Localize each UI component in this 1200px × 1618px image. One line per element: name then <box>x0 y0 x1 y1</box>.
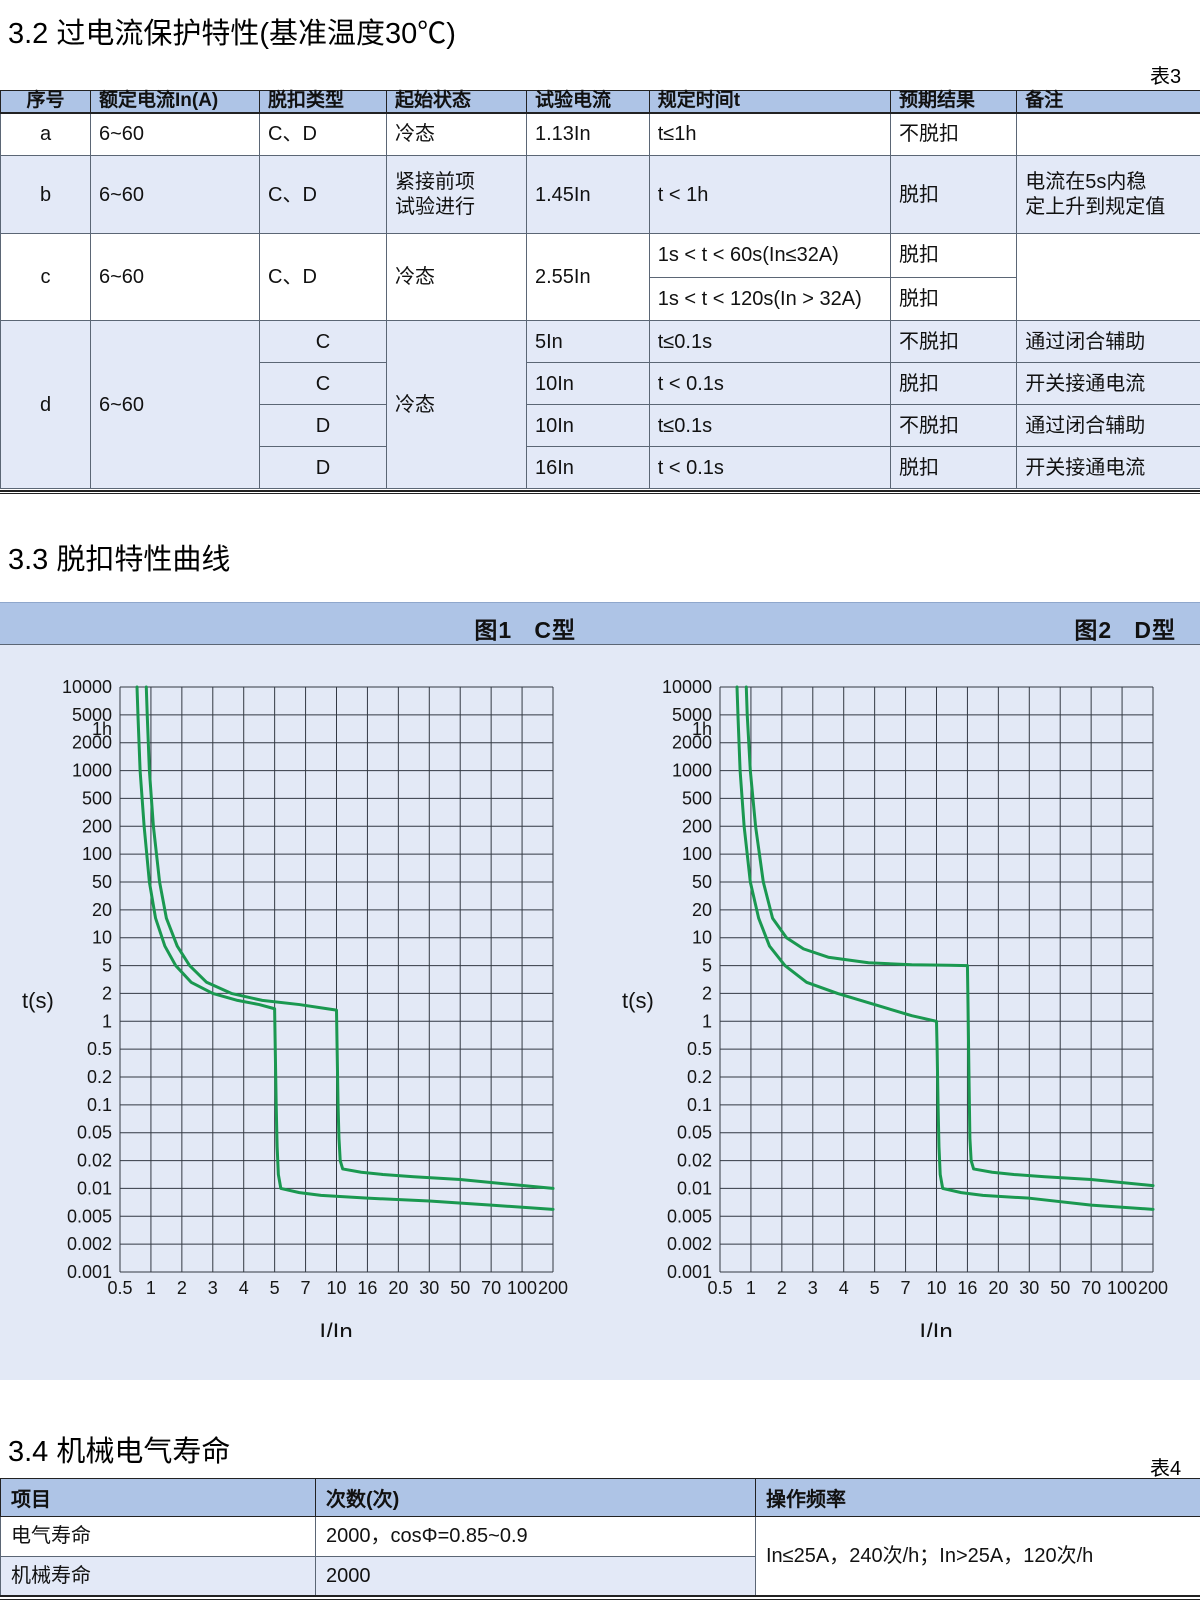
svg-text:10: 10 <box>326 1278 346 1298</box>
svg-text:I/In: I/In <box>919 1319 952 1337</box>
svg-text:1: 1 <box>102 1011 112 1031</box>
svg-text:50: 50 <box>92 872 112 892</box>
svg-text:1h: 1h <box>92 719 112 739</box>
svg-text:1: 1 <box>146 1278 156 1298</box>
svg-text:500: 500 <box>82 788 112 808</box>
svg-text:0.01: 0.01 <box>677 1178 712 1198</box>
svg-text:2: 2 <box>702 983 712 1003</box>
svg-text:10000: 10000 <box>62 677 112 697</box>
svg-text:10: 10 <box>692 928 712 948</box>
svg-text:200: 200 <box>538 1278 568 1298</box>
svg-text:70: 70 <box>481 1278 501 1298</box>
svg-text:5: 5 <box>102 956 112 976</box>
svg-text:50: 50 <box>450 1278 470 1298</box>
svg-text:0.001: 0.001 <box>67 1262 112 1282</box>
svg-text:0.5: 0.5 <box>707 1278 732 1298</box>
svg-text:0.001: 0.001 <box>667 1262 712 1282</box>
svg-text:16: 16 <box>957 1278 977 1298</box>
svg-text:7: 7 <box>901 1278 911 1298</box>
svg-text:1h: 1h <box>692 719 712 739</box>
svg-text:20: 20 <box>692 900 712 920</box>
svg-text:1: 1 <box>746 1278 756 1298</box>
svg-text:100: 100 <box>1107 1278 1137 1298</box>
svg-text:100: 100 <box>82 844 112 864</box>
svg-text:0.5: 0.5 <box>687 1039 712 1059</box>
svg-text:200: 200 <box>82 816 112 836</box>
svg-text:0.2: 0.2 <box>87 1067 112 1087</box>
svg-text:0.002: 0.002 <box>667 1234 712 1254</box>
svg-text:16: 16 <box>357 1278 377 1298</box>
svg-text:2: 2 <box>777 1278 787 1298</box>
svg-text:3: 3 <box>208 1278 218 1298</box>
svg-text:0.1: 0.1 <box>87 1095 112 1115</box>
svg-text:20: 20 <box>92 900 112 920</box>
svg-text:20: 20 <box>388 1278 408 1298</box>
svg-text:3: 3 <box>808 1278 818 1298</box>
svg-text:0.002: 0.002 <box>67 1234 112 1254</box>
svg-text:t(s): t(s) <box>22 988 54 1013</box>
svg-text:30: 30 <box>1019 1278 1039 1298</box>
svg-text:0.1: 0.1 <box>687 1095 712 1115</box>
svg-text:10000: 10000 <box>662 677 712 697</box>
svg-text:20: 20 <box>988 1278 1008 1298</box>
svg-text:50: 50 <box>692 872 712 892</box>
svg-text:100: 100 <box>682 844 712 864</box>
svg-text:0.02: 0.02 <box>677 1151 712 1171</box>
svg-text:5: 5 <box>870 1278 880 1298</box>
svg-text:10: 10 <box>92 928 112 948</box>
svg-text:0.2: 0.2 <box>687 1067 712 1087</box>
svg-text:2: 2 <box>177 1278 187 1298</box>
svg-text:500: 500 <box>682 788 712 808</box>
svg-text:0.05: 0.05 <box>77 1123 112 1143</box>
svg-text:50: 50 <box>1050 1278 1070 1298</box>
svg-text:0.02: 0.02 <box>77 1151 112 1171</box>
svg-text:200: 200 <box>1138 1278 1168 1298</box>
svg-text:70: 70 <box>1081 1278 1101 1298</box>
svg-text:4: 4 <box>839 1278 849 1298</box>
svg-text:0.5: 0.5 <box>87 1039 112 1059</box>
svg-text:10: 10 <box>926 1278 946 1298</box>
svg-text:4: 4 <box>239 1278 249 1298</box>
svg-text:30: 30 <box>419 1278 439 1298</box>
svg-text:0.01: 0.01 <box>77 1178 112 1198</box>
svg-text:1000: 1000 <box>72 761 112 781</box>
svg-text:200: 200 <box>682 816 712 836</box>
svg-text:t(s): t(s) <box>622 988 654 1013</box>
svg-text:0.05: 0.05 <box>677 1123 712 1143</box>
svg-text:5: 5 <box>702 956 712 976</box>
svg-text:1: 1 <box>702 1011 712 1031</box>
svg-text:2: 2 <box>102 983 112 1003</box>
svg-text:0.5: 0.5 <box>107 1278 132 1298</box>
svg-text:5: 5 <box>270 1278 280 1298</box>
svg-text:100: 100 <box>507 1278 537 1298</box>
svg-text:7: 7 <box>301 1278 311 1298</box>
svg-text:0.005: 0.005 <box>67 1206 112 1226</box>
svg-text:0.005: 0.005 <box>667 1206 712 1226</box>
svg-text:I/In: I/In <box>319 1319 352 1337</box>
svg-text:1000: 1000 <box>672 761 712 781</box>
